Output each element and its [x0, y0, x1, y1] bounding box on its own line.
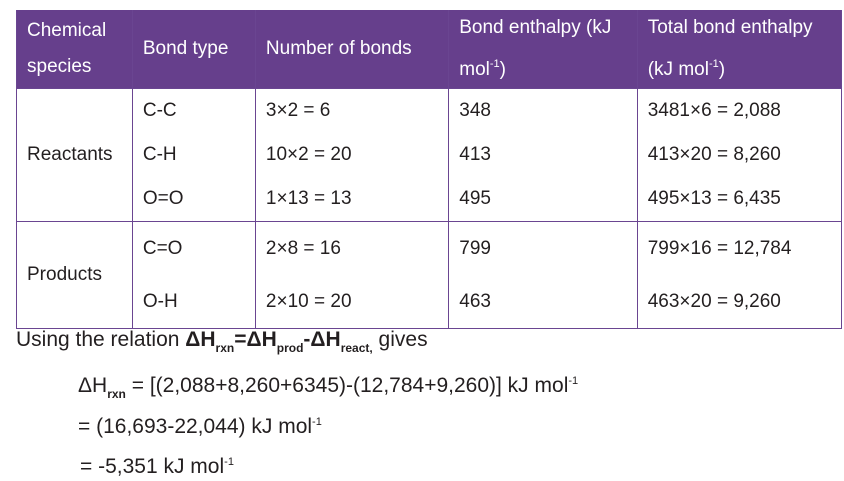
text: 495 [459, 188, 491, 209]
table-cell: 495 [448, 177, 638, 222]
table-cell: 495×13 = 6,435 [636, 177, 843, 222]
table-cell: 413×20 = 8,260 [636, 133, 843, 177]
superscript: -1 [708, 58, 719, 70]
text: ) [718, 59, 726, 80]
text: 463 [459, 290, 491, 312]
table-cell: 1×13 = 13 [254, 177, 450, 222]
table-cell: C=O [131, 221, 256, 275]
table-cell: 348 [448, 88, 638, 133]
text: Products [27, 264, 102, 285]
text: = [(2,088+8,260+6345)-(12,784+9,260)] kJ… [125, 374, 569, 397]
text: 799×16 = 12,784 [647, 237, 792, 259]
table-row: Products C=O 2×8 = 16 799 799×16 = 12,784 [16, 221, 843, 329]
table-cell: 799×16 = 12,784 [636, 221, 843, 275]
text: ΔH [78, 374, 108, 397]
text: 2×10 = 20 [265, 290, 352, 312]
header-cell: Number of bonds [254, 10, 450, 89]
text: 413×20 = 8,260 [647, 144, 781, 165]
bond-table: Chemical species Bond type Number of bonds… [16, 10, 843, 329]
table-cell: 2×10 = 20 [254, 275, 450, 329]
text: C-H [142, 144, 177, 165]
table-cell: 3×2 = 6 [254, 88, 450, 133]
text: 495×13 = 6,435 [647, 188, 781, 209]
text: Number of bonds [265, 38, 412, 59]
subscript: react, [340, 341, 373, 355]
table-row: O=O 1×13 = 13 495 495×13 = 6,435 [17, 177, 843, 222]
text: C=O [142, 237, 183, 259]
text: C-C [142, 100, 177, 121]
bold-text: -ΔH [303, 328, 341, 351]
text: 799 [459, 237, 491, 259]
text: Bond enthalpy (kJ mol [459, 17, 612, 80]
bold-text: =ΔH [234, 328, 277, 351]
text: 463×20 = 9,260 [647, 290, 781, 312]
species-cell: Products [16, 221, 133, 329]
table-cell: 799 [448, 221, 638, 275]
header-cell: Bond type [131, 10, 256, 89]
text: Using the relation [16, 328, 186, 351]
text: O-H [142, 290, 178, 312]
table-cell: 463 [448, 275, 638, 329]
text: ) [499, 59, 506, 80]
table-cell: C-C [131, 88, 256, 133]
text: Total bond enthalpy (kJ mol [647, 17, 813, 80]
table-row: C-H 10×2 = 20 413 413×20 = 8,260 [17, 133, 843, 177]
text: 348 [459, 100, 491, 121]
table-row: O-H 2×10 = 20 463 463×20 = 9,260 [17, 275, 843, 329]
text: = (16,693-22,044) kJ mol [78, 415, 313, 438]
text: Chemical species [27, 20, 107, 77]
subscript: prod [276, 341, 304, 355]
text: = -5,351 kJ mol [80, 455, 225, 478]
header-cell: Chemical species [16, 10, 133, 89]
superscript: -1 [224, 456, 234, 468]
table-cell: 463×20 = 9,260 [636, 275, 843, 329]
text: 2×8 = 16 [265, 237, 341, 259]
superscript: -1 [568, 375, 579, 387]
table-cell: 3481×6 = 2,088 [636, 88, 843, 133]
text: 413 [459, 144, 491, 165]
text: Reactants [27, 144, 113, 165]
header-cell: Total bond enthalpy (kJ mol-1) [636, 10, 843, 89]
text: 1×13 = 13 [265, 188, 352, 209]
header-row: Chemical species Bond type Number of bonds… [16, 10, 843, 89]
derivation-line: ΔHrxn = [(2,088+8,260+6345)-(12,784+9,26… [78, 374, 578, 401]
text: gives [372, 328, 428, 351]
superscript: -1 [312, 416, 322, 428]
header-cell: Bond enthalpy (kJ mol-1) [448, 10, 638, 89]
text: 10×2 = 20 [265, 144, 352, 165]
text: Bond type [142, 38, 229, 59]
species-cell: Reactants [16, 88, 133, 222]
subscript: rxn [215, 341, 235, 355]
subscript: rxn [107, 387, 126, 401]
derivation-line: Using the relation ΔHrxn=ΔHprod-ΔHreact,… [16, 328, 428, 355]
bold-text: ΔH [185, 328, 216, 351]
table-cell: O=O [131, 177, 256, 222]
table-cell: O-H [131, 275, 256, 329]
table-cell: 413 [448, 133, 638, 177]
text: O=O [142, 188, 184, 209]
text: 3481×6 = 2,088 [647, 100, 781, 121]
table-cell: C-H [131, 133, 256, 177]
derivation-line: = -5,351 kJ mol-1 [80, 455, 234, 479]
table-cell: 10×2 = 20 [254, 133, 450, 177]
table-cell: 2×8 = 16 [254, 221, 450, 275]
text: 3×2 = 6 [265, 100, 331, 121]
table-row: Reactants C-C 3×2 = 6 348 3481×6 = 2,088 [16, 88, 843, 222]
derivation-line: = (16,693-22,044) kJ mol-1 [78, 415, 322, 439]
table-body: Reactants C-C 3×2 = 6 348 3481×6 = 2,088 C-H 1… [16, 88, 843, 329]
superscript: -1 [489, 58, 500, 70]
